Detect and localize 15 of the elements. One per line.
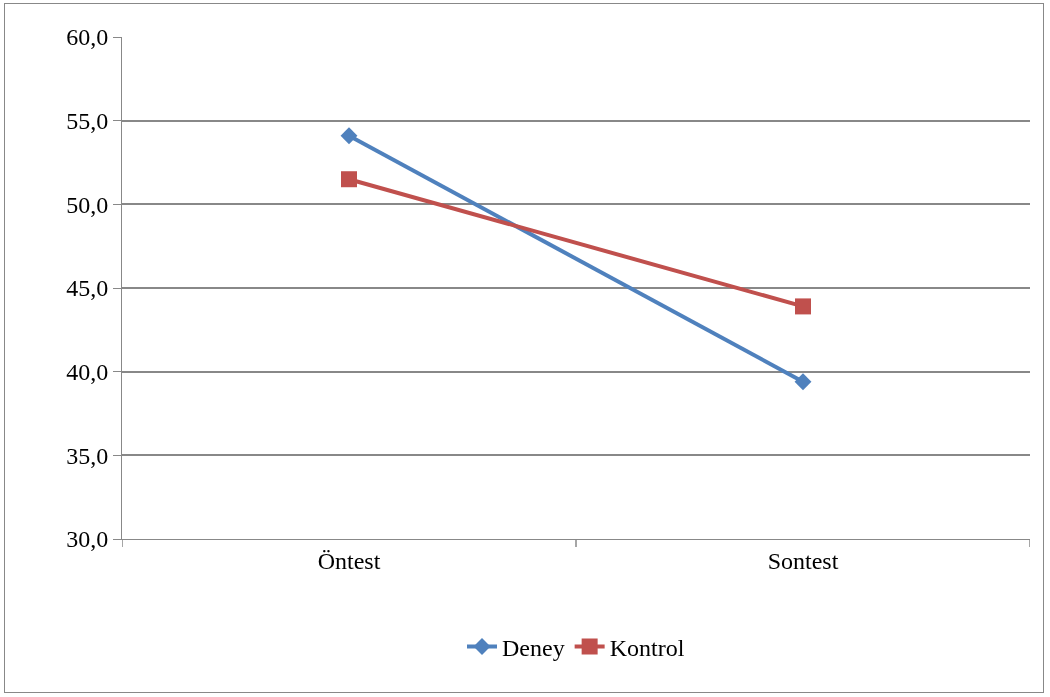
legend-label: Kontrol <box>609 634 685 661</box>
y-tick-label: 35,0 <box>66 442 109 469</box>
y-tick-label: 45,0 <box>66 275 109 302</box>
point <box>340 127 358 145</box>
y-tick-label: 40,0 <box>66 359 109 386</box>
point <box>794 373 812 391</box>
y-tick-label: 60,0 <box>66 24 109 51</box>
point <box>795 298 811 315</box>
y-tick-label: 30,0 <box>66 526 109 553</box>
x-tick-label: Öntest <box>317 547 381 574</box>
x-tick-label: Sontest <box>767 547 839 574</box>
y-tick-label: 55,0 <box>66 108 109 135</box>
point <box>341 171 357 188</box>
y-tick-label: 50,0 <box>66 191 109 218</box>
legend-label: Deney <box>502 634 565 661</box>
